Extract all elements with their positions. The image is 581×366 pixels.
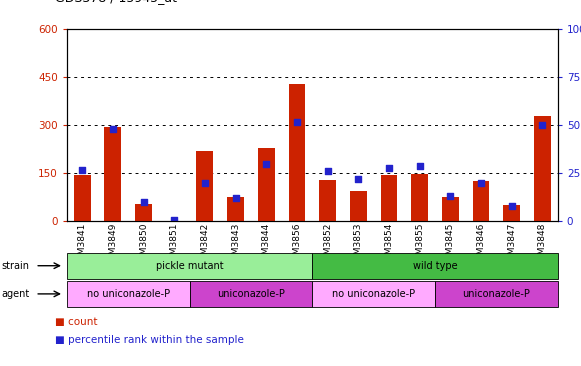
Text: GDS378 / 15945_at: GDS378 / 15945_at: [55, 0, 177, 4]
Bar: [442, 197, 459, 221]
Bar: [289, 84, 306, 221]
Point: [476, 180, 486, 186]
Point: [354, 176, 363, 182]
Point: [415, 163, 424, 169]
Text: agent: agent: [1, 289, 30, 299]
Point: [446, 194, 455, 199]
Text: ■ count: ■ count: [55, 317, 98, 327]
Point: [231, 195, 240, 201]
Point: [77, 167, 87, 172]
Point: [323, 168, 332, 175]
Point: [292, 119, 302, 124]
Point: [385, 165, 394, 171]
Text: no uniconazole-P: no uniconazole-P: [332, 289, 415, 299]
Text: ■ percentile rank within the sample: ■ percentile rank within the sample: [55, 335, 244, 345]
Bar: [534, 116, 551, 221]
Bar: [350, 191, 367, 221]
Point: [139, 199, 148, 205]
Text: no uniconazole-P: no uniconazole-P: [87, 289, 170, 299]
Point: [108, 126, 117, 132]
Point: [538, 122, 547, 128]
Bar: [503, 205, 520, 221]
Bar: [105, 127, 121, 221]
Bar: [411, 174, 428, 221]
Bar: [258, 148, 275, 221]
Bar: [74, 175, 91, 221]
Point: [261, 161, 271, 167]
Bar: [196, 151, 213, 221]
Text: pickle mutant: pickle mutant: [156, 261, 223, 271]
Point: [200, 180, 210, 186]
Bar: [135, 204, 152, 221]
Point: [507, 203, 517, 209]
Point: [170, 217, 179, 223]
Text: strain: strain: [1, 261, 29, 271]
Bar: [381, 175, 397, 221]
Bar: [472, 182, 489, 221]
Text: uniconazole-P: uniconazole-P: [217, 289, 285, 299]
Bar: [227, 197, 244, 221]
Bar: [319, 180, 336, 221]
Text: wild type: wild type: [413, 261, 457, 271]
Text: uniconazole-P: uniconazole-P: [462, 289, 530, 299]
